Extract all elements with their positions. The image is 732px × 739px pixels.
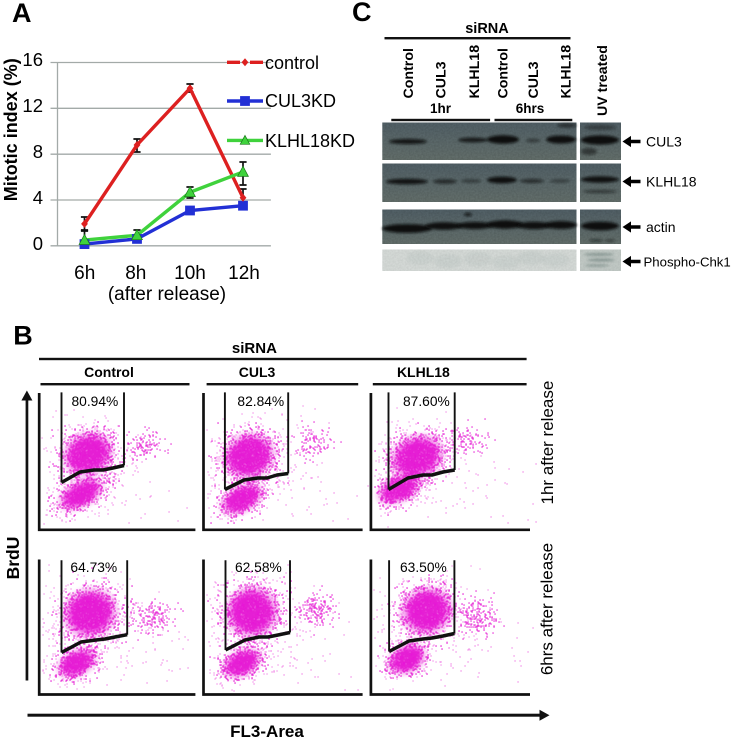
svg-text:control: control	[265, 53, 319, 73]
svg-text:12h: 12h	[228, 263, 260, 284]
svg-text:1hr: 1hr	[430, 101, 452, 116]
svg-text:siRNA: siRNA	[232, 340, 277, 357]
svg-text:UV treated: UV treated	[595, 45, 611, 116]
svg-text:siRNA: siRNA	[465, 21, 509, 37]
svg-text:82.84%: 82.84%	[237, 394, 284, 409]
svg-text:KLHL18: KLHL18	[467, 45, 483, 99]
svg-text:KLHL18KD: KLHL18KD	[265, 131, 355, 151]
svg-text:B: B	[13, 320, 33, 350]
svg-text:6hrs after release: 6hrs after release	[538, 543, 557, 675]
svg-text:KLHL18: KLHL18	[397, 364, 450, 380]
svg-text:0: 0	[33, 233, 43, 254]
svg-text:Control: Control	[84, 364, 134, 380]
svg-text:CUL3KD: CUL3KD	[265, 91, 336, 111]
svg-text:Control: Control	[401, 48, 417, 98]
svg-text:1hr after release: 1hr after release	[538, 381, 557, 505]
svg-text:CUL3: CUL3	[646, 134, 682, 150]
svg-text:64.73%: 64.73%	[70, 560, 117, 575]
svg-text:KLHL18: KLHL18	[558, 45, 574, 99]
svg-text:KLHL18: KLHL18	[646, 174, 697, 190]
svg-text:62.58%: 62.58%	[235, 560, 282, 575]
svg-text:Phospho-Chk1: Phospho-Chk1	[644, 255, 731, 270]
svg-text:FL3-Area: FL3-Area	[230, 722, 304, 739]
svg-text:10h: 10h	[174, 263, 206, 284]
svg-text:16: 16	[22, 49, 43, 70]
svg-text:4: 4	[33, 187, 43, 208]
svg-text:Mitotic index (%): Mitotic index (%)	[1, 58, 21, 201]
svg-text:87.60%: 87.60%	[403, 394, 450, 409]
svg-text:actin: actin	[646, 219, 676, 235]
svg-text:BrdU: BrdU	[3, 537, 23, 580]
svg-text:Control: Control	[496, 48, 512, 98]
svg-text:80.94%: 80.94%	[72, 394, 119, 409]
svg-text:C: C	[352, 0, 372, 27]
svg-text:A: A	[12, 0, 32, 28]
svg-text:6hrs: 6hrs	[516, 101, 545, 116]
svg-text:8: 8	[33, 141, 43, 162]
svg-text:(after release): (after release)	[108, 284, 226, 305]
svg-text:CUL3: CUL3	[239, 364, 276, 380]
svg-text:12: 12	[22, 95, 43, 116]
svg-text:CUL3: CUL3	[526, 61, 542, 98]
svg-text:6h: 6h	[74, 263, 95, 284]
svg-text:63.50%: 63.50%	[400, 560, 447, 575]
svg-text:CUL3: CUL3	[433, 61, 449, 98]
svg-text:8h: 8h	[125, 263, 146, 284]
